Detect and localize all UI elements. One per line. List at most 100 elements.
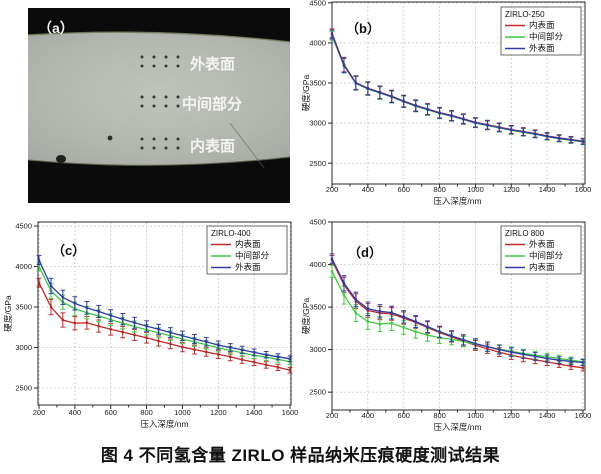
svg-text:1600: 1600 xyxy=(282,408,299,417)
svg-text:2500: 2500 xyxy=(309,388,326,397)
axes xyxy=(34,225,291,409)
x-axis-label: 压入深度/nm xyxy=(140,419,188,429)
legend-entry-0: 内表面 xyxy=(235,239,261,249)
axes xyxy=(328,2,584,188)
plot-box xyxy=(331,221,586,411)
y-axis-label: 硬度/GPa xyxy=(3,295,13,332)
series-line-2 xyxy=(331,34,584,143)
legend-entry-2: 内表面 xyxy=(529,262,555,272)
svg-text:400: 400 xyxy=(362,185,375,194)
svg-text:600: 600 xyxy=(104,408,117,417)
svg-text:600: 600 xyxy=(397,185,410,194)
legend-title: ZIRLO-400 xyxy=(211,229,251,238)
svg-text:1000: 1000 xyxy=(467,185,484,194)
legend-entry-0: 内表面 xyxy=(529,20,555,30)
series-line-2 xyxy=(331,258,584,364)
svg-text:2500: 2500 xyxy=(309,159,326,168)
series-2 xyxy=(36,255,293,363)
indent-arrays xyxy=(140,55,180,150)
legend-entry-1: 中间部分 xyxy=(529,32,564,42)
scratch-mark xyxy=(229,122,265,169)
band-top-edge xyxy=(28,31,290,43)
svg-text:800: 800 xyxy=(433,411,446,420)
svg-text:1600: 1600 xyxy=(575,185,592,194)
x-axis-label: 压入深度/nm xyxy=(433,422,481,432)
sample-cross-section-band xyxy=(28,32,290,166)
x-axis-label: 压入深度/nm xyxy=(433,196,481,206)
axes xyxy=(328,221,584,414)
svg-text:3000: 3000 xyxy=(15,343,32,352)
svg-text:1600: 1600 xyxy=(575,411,592,420)
svg-text:1200: 1200 xyxy=(210,408,227,417)
svg-text:3000: 3000 xyxy=(309,119,326,128)
tick-labels: 200 400 600 800 1000 1200 1400 1600 2500 3000 3500… xyxy=(309,0,591,194)
panel-label: （b） xyxy=(346,21,380,36)
label-inner-surface: 内表面 xyxy=(190,137,235,155)
svg-text:4500: 4500 xyxy=(309,218,326,227)
svg-text:2500: 2500 xyxy=(15,384,32,393)
svg-text:200: 200 xyxy=(326,411,339,420)
chart-zirlo-800: 200 400 600 800 1000 1200 1400 1600 2500 3000 3500… xyxy=(301,218,591,432)
tick-labels: 200 400 600 800 1000 1200 1400 1600 2500 3000 3500… xyxy=(309,218,591,420)
indent-array xyxy=(140,137,180,150)
indent-array xyxy=(140,55,180,68)
svg-text:3500: 3500 xyxy=(15,303,32,312)
svg-text:1400: 1400 xyxy=(539,185,556,194)
panel-a-label: （a） xyxy=(38,20,74,36)
svg-text:3500: 3500 xyxy=(309,79,326,88)
legend-entry-1: 中间部分 xyxy=(235,251,270,261)
svg-text:1200: 1200 xyxy=(503,411,520,420)
svg-text:3500: 3500 xyxy=(309,303,326,312)
label-outer-surface: 外表面 xyxy=(189,55,235,73)
svg-text:4000: 4000 xyxy=(309,38,326,47)
y-axis-label: 硬度/GPa xyxy=(301,75,311,112)
svg-text:600: 600 xyxy=(397,411,410,420)
svg-text:800: 800 xyxy=(433,185,446,194)
legend-entry-0: 外表面 xyxy=(529,239,555,249)
series-2 xyxy=(329,253,586,367)
svg-text:800: 800 xyxy=(140,408,153,417)
svg-text:200: 200 xyxy=(33,408,46,417)
series-line-0 xyxy=(331,260,584,369)
svg-text:4500: 4500 xyxy=(309,0,326,7)
svg-text:4000: 4000 xyxy=(15,262,32,271)
svg-text:1000: 1000 xyxy=(174,408,191,417)
small-speck xyxy=(107,135,113,141)
legend-entry-2: 外表面 xyxy=(529,43,555,53)
svg-text:200: 200 xyxy=(326,185,339,194)
tick-labels: 200 400 600 800 1000 1200 1400 1600 2500 3000 3500… xyxy=(15,222,298,417)
panel-label: （c） xyxy=(52,243,85,258)
figure-caption: 图 4 不同氢含量 ZIRLO 样品纳米压痕硬度测试结果 xyxy=(100,446,501,465)
plot-box xyxy=(331,1,586,185)
series-line-0 xyxy=(38,282,291,371)
legend-title: ZIRLO 800 xyxy=(505,229,545,238)
grid xyxy=(38,222,291,405)
svg-text:1400: 1400 xyxy=(246,408,263,417)
indent-array xyxy=(140,95,180,108)
chart-zirlo-400: 200 400 600 800 1000 1200 1400 1600 2500 3000 3500… xyxy=(3,221,298,429)
legend-entry-2: 外表面 xyxy=(235,262,261,272)
svg-text:1400: 1400 xyxy=(539,411,556,420)
svg-text:400: 400 xyxy=(69,408,82,417)
chart-zirlo-250: 200 400 600 800 1000 1200 1400 1600 2500 3000 3500… xyxy=(301,0,591,206)
series-line-1 xyxy=(38,266,291,363)
svg-text:1000: 1000 xyxy=(467,411,484,420)
svg-text:1200: 1200 xyxy=(503,185,520,194)
dark-speck xyxy=(56,155,66,163)
svg-text:4500: 4500 xyxy=(15,222,32,231)
series-line-1 xyxy=(331,271,584,363)
legend-title: ZIRLO-250 xyxy=(505,10,545,19)
svg-text:3000: 3000 xyxy=(309,345,326,354)
series-2 xyxy=(329,29,586,145)
svg-text:4000: 4000 xyxy=(309,260,326,269)
svg-text:400: 400 xyxy=(362,411,375,420)
panel-label: （d） xyxy=(348,245,382,260)
panel-a-micrograph: （a） 外表面 中间部分 内表面 xyxy=(28,8,290,203)
label-middle-section: 中间部分 xyxy=(182,95,242,113)
series-line-2 xyxy=(38,259,291,360)
legend-entry-1: 中间部分 xyxy=(529,251,564,261)
